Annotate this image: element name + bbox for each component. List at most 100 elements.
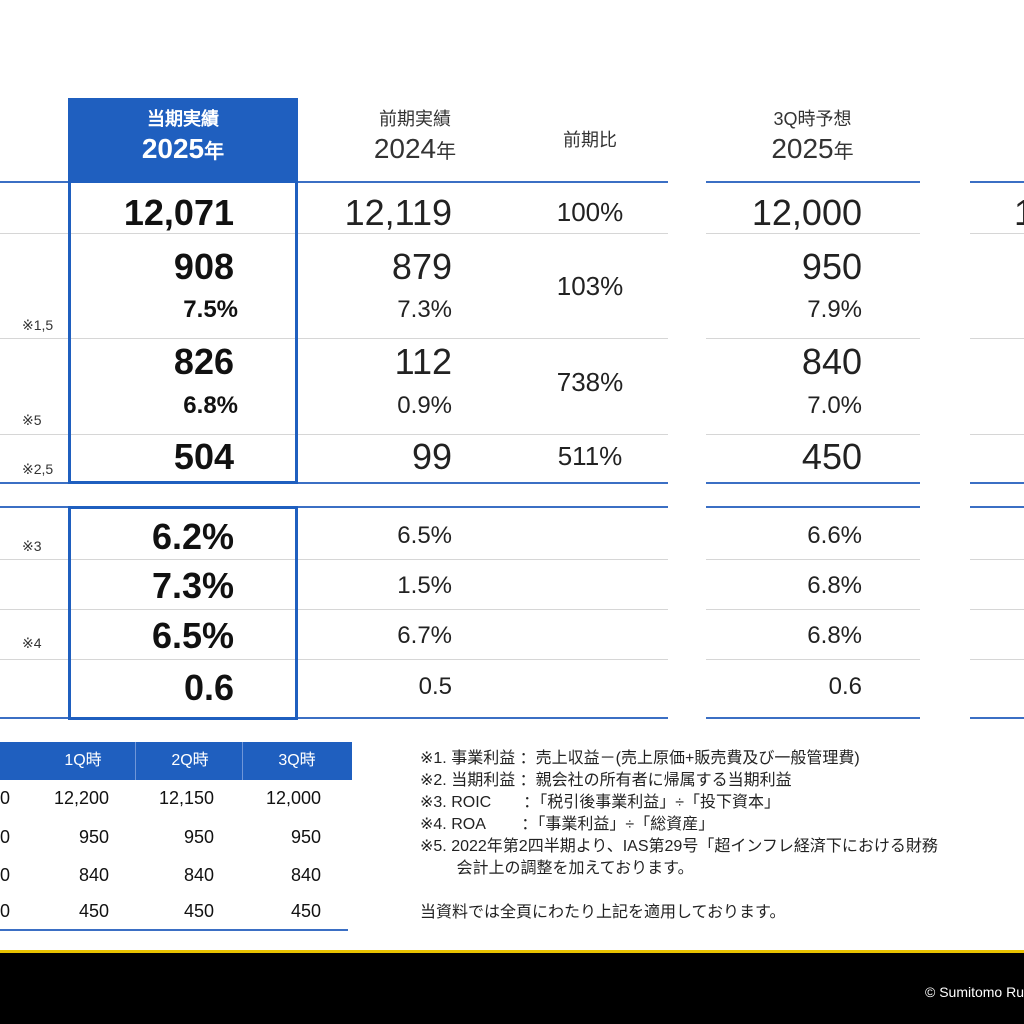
current-business-margin: 7.5%	[183, 296, 238, 323]
forecast-cell: 450	[183, 901, 214, 921]
note-1: ※1. 事業利益 ：売上収益－(売上原価+販売費及び一般管理費)	[420, 750, 860, 767]
row-divider	[0, 609, 668, 610]
current-period-header: 当期実績 2025年	[68, 98, 298, 180]
forecast-cell: 950	[290, 827, 321, 847]
header-rule-right	[970, 181, 1024, 183]
note-marker: ※1,5	[22, 317, 54, 333]
forecast-cell: 12,000	[265, 788, 321, 808]
forecast-net-profit: 450	[801, 436, 862, 477]
row-divider	[970, 233, 1024, 234]
row-divider	[0, 434, 668, 435]
previous-operating-margin: 0.9%	[397, 392, 452, 419]
forecast-cell: 450	[78, 901, 109, 921]
section-rule	[0, 506, 668, 508]
business-profit-yoy: 103%	[556, 271, 624, 301]
current-results-box	[68, 180, 298, 484]
note-marker: ※2,5	[22, 461, 54, 477]
current-revenue: 12,071	[123, 192, 234, 233]
current-net-profit: 504	[173, 436, 234, 477]
row-divider	[706, 233, 920, 234]
forecast-cell: 840	[183, 865, 214, 885]
forecast-cell: 950	[78, 827, 109, 847]
previous-roic: 6.5%	[397, 522, 452, 549]
current-ratio-4: 0.6	[183, 667, 234, 708]
forecast-row-lead: 0	[0, 827, 11, 847]
forecast-cell: 840	[78, 865, 109, 885]
forecast-col-2q: 2Q時	[135, 742, 245, 780]
footer-accent-line	[0, 950, 1024, 953]
row-divider	[706, 609, 920, 610]
revenue-yoy: 100%	[556, 197, 624, 227]
previous-net-profit: 99	[411, 436, 452, 477]
row-divider	[970, 434, 1024, 435]
forecast-ratio-4: 0.6	[828, 673, 862, 700]
forecast-cell: 12,150	[158, 788, 214, 808]
forecast-cell: 450	[290, 901, 321, 921]
section-rule	[706, 506, 920, 508]
previous-year-unit: 年	[436, 141, 457, 163]
previous-roa: 6.7%	[397, 622, 452, 649]
row-divider	[0, 559, 668, 560]
current-roa: 6.5%	[151, 615, 234, 656]
previous-period-header: 前期実績 2024年	[320, 106, 510, 169]
current-year: 2025	[141, 133, 205, 164]
note-marker: ※4	[22, 635, 42, 651]
previous-operating-profit: 112	[394, 341, 452, 382]
previous-ratio-4: 0.5	[418, 673, 452, 700]
forecast-year: 2025	[771, 133, 834, 164]
section-rule	[0, 482, 668, 484]
forecast-roa: 6.8%	[807, 622, 862, 649]
previous-period-label: 前期実績	[379, 109, 451, 129]
header-rule-mid	[298, 181, 668, 183]
forecast-cell: 950	[183, 827, 214, 847]
note-5-cont: 会計上の調整を加えております。	[420, 860, 694, 877]
current-business-profit: 908	[173, 246, 234, 287]
extra-revenue: 1	[1014, 193, 1024, 233]
forecast-business-margin: 7.9%	[807, 296, 862, 323]
header-rule-forecast	[706, 181, 920, 183]
current-year-unit: 年	[204, 141, 225, 163]
forecast-col-3q: 3Q時	[242, 742, 352, 780]
forecast-ratio-2: 6.8%	[807, 572, 862, 599]
section-rule	[0, 717, 668, 719]
forecast-year-unit: 年	[833, 141, 854, 163]
row-divider	[0, 659, 668, 660]
forecast-row-lead: 0	[0, 788, 11, 808]
section-rule	[970, 506, 1024, 508]
forecast-col-divider	[242, 742, 243, 780]
forecast-header: 3Q時予想 2025年	[715, 106, 910, 169]
forecast-row-lead: 0	[0, 865, 11, 885]
row-divider	[0, 233, 668, 234]
previous-business-profit: 879	[391, 246, 452, 287]
forecast-table-rule	[0, 929, 348, 931]
row-divider	[706, 659, 920, 660]
forecast-revenue: 12,000	[751, 192, 862, 233]
forecast-label: 3Q時予想	[773, 109, 852, 129]
section-rule	[970, 717, 1024, 719]
operating-profit-yoy: 738%	[556, 367, 624, 397]
current-ratios-box	[68, 506, 298, 720]
note-applied: 当資料では全頁にわたり上記を適用しております。	[420, 904, 786, 921]
note-marker: ※3	[22, 538, 42, 554]
yoy-label: 前期比	[563, 130, 617, 150]
row-divider	[970, 559, 1024, 560]
forecast-business-profit: 950	[801, 246, 862, 287]
note-4: ※4. ROA ：「事業利益」÷「総資産」	[420, 816, 715, 833]
current-ratio-2: 7.3%	[151, 565, 234, 606]
row-divider	[970, 609, 1024, 610]
previous-revenue: 12,119	[344, 192, 452, 233]
forecast-col-1q: 1Q時	[28, 742, 138, 780]
forecast-row-lead: 0	[0, 901, 11, 921]
yoy-header: 前期比	[520, 127, 660, 153]
forecast-roic: 6.6%	[807, 522, 862, 549]
section-rule	[970, 482, 1024, 484]
forecast-col-divider	[135, 742, 136, 780]
section-rule	[706, 482, 920, 484]
current-period-label: 当期実績	[147, 109, 219, 129]
current-operating-profit: 826	[173, 341, 234, 382]
forecast-operating-margin: 7.0%	[807, 392, 862, 419]
row-divider	[706, 559, 920, 560]
row-divider	[970, 659, 1024, 660]
copyright: © Sumitomo Ru	[924, 984, 1024, 1000]
current-roic: 6.2%	[151, 516, 234, 557]
